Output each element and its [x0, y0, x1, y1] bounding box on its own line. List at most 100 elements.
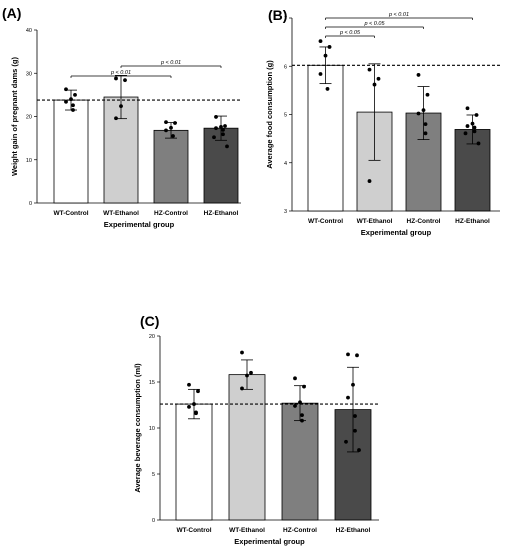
x-tick-label: WT-Ethanol — [357, 218, 393, 225]
y-tick-label: 20 — [26, 115, 32, 121]
data-point — [214, 126, 218, 131]
data-point — [353, 428, 357, 433]
data-point — [164, 128, 168, 133]
bar-wt-control — [307, 64, 344, 212]
x-tick-label: WT-Control — [308, 218, 343, 225]
data-point — [300, 413, 304, 418]
data-point — [119, 104, 123, 109]
bar-wt-control — [175, 403, 213, 521]
data-point — [212, 135, 216, 140]
data-point — [372, 82, 377, 87]
y-tick-label: 20 — [149, 334, 155, 340]
data-point — [367, 179, 372, 183]
data-point — [71, 103, 75, 108]
data-point — [367, 67, 372, 72]
x-axis-label: Experimental group — [234, 537, 305, 546]
y-tick-label: 40 — [26, 28, 32, 34]
data-point — [465, 106, 470, 111]
data-point — [71, 108, 75, 112]
x-axis-label: Experimental group — [361, 228, 432, 237]
x-tick-label: HZ-Control — [283, 527, 317, 534]
y-tick-label: 5 — [152, 472, 155, 478]
data-point — [351, 382, 355, 387]
data-point — [346, 395, 350, 400]
chart-panel-1: (A) 0 10 20 30 40 Weight gain of pregnant dams… — [2, 5, 241, 229]
data-point — [221, 128, 225, 132]
data-point — [474, 113, 479, 117]
p-value-label: p < 0.05 — [363, 21, 385, 27]
data-point — [421, 108, 426, 113]
x-tick-label: WT-Control — [176, 527, 211, 534]
data-point — [187, 404, 191, 409]
y-tick-label: 30 — [26, 71, 32, 77]
y-axis-label: Average beverage consumption (ml) — [133, 363, 142, 493]
bar-wt-ethanol — [228, 374, 266, 521]
panel-label: (C) — [140, 313, 159, 329]
y-tick-label: 5 — [284, 113, 287, 119]
x-tick-label: HZ-Control — [407, 218, 441, 225]
data-point — [240, 350, 244, 355]
y-axis-label: Weight gain of pregnant dams (g) — [10, 56, 19, 176]
data-point — [192, 402, 196, 406]
data-point — [194, 411, 198, 416]
x-tick-label: HZ-Ethanol — [204, 210, 239, 217]
data-point — [114, 76, 118, 81]
x-tick-label: HZ-Control — [154, 210, 188, 217]
bar-hz-control — [281, 402, 319, 521]
y-tick-label: 10 — [149, 426, 155, 432]
data-point — [240, 386, 244, 391]
data-point — [64, 87, 68, 92]
data-point — [357, 448, 361, 452]
data-point — [318, 72, 323, 76]
data-point — [327, 45, 332, 49]
data-point — [463, 131, 468, 136]
y-tick-label: 3 — [284, 209, 287, 215]
y-tick-label: 0 — [29, 201, 32, 207]
data-point — [164, 120, 168, 125]
data-point — [69, 97, 73, 102]
y-tick-label: 15 — [149, 380, 155, 386]
panel-label: (B) — [268, 7, 287, 23]
data-point — [300, 418, 304, 423]
data-point — [344, 439, 348, 444]
data-point — [346, 352, 350, 357]
x-tick-label: WT-Ethanol — [229, 527, 265, 534]
bar-wt-control — [53, 99, 89, 204]
data-point — [298, 400, 302, 405]
data-point — [171, 134, 175, 138]
x-tick-label: HZ-Ethanol — [455, 218, 490, 225]
p-value-label: p < 0.01 — [110, 70, 131, 76]
data-point — [223, 124, 227, 128]
data-point — [470, 121, 475, 126]
data-point — [323, 53, 328, 58]
data-point — [249, 370, 253, 375]
data-point — [302, 384, 306, 389]
data-point — [173, 121, 177, 125]
data-point — [355, 353, 359, 358]
data-point — [114, 116, 118, 121]
data-point — [423, 122, 428, 127]
p-value-label: p < 0.01 — [160, 60, 181, 66]
p-value-label: p < 0.01 — [388, 12, 409, 18]
data-point — [423, 131, 428, 136]
y-tick-label: 6 — [284, 64, 287, 70]
data-point — [416, 111, 421, 116]
data-point — [64, 99, 68, 104]
data-point — [245, 373, 249, 378]
data-point — [293, 404, 297, 408]
data-point — [472, 125, 477, 130]
data-point — [214, 115, 218, 119]
data-point — [169, 125, 173, 130]
data-point — [425, 92, 430, 97]
data-point — [318, 39, 323, 44]
bar-hz-control — [153, 129, 189, 204]
x-tick-label: HZ-Ethanol — [336, 527, 371, 534]
y-tick-label: 4 — [284, 161, 287, 167]
x-tick-label: WT-Ethanol — [103, 210, 139, 217]
data-point — [221, 132, 225, 137]
data-point — [353, 414, 357, 418]
data-point — [219, 124, 223, 129]
data-point — [73, 92, 77, 97]
data-point — [187, 382, 191, 387]
